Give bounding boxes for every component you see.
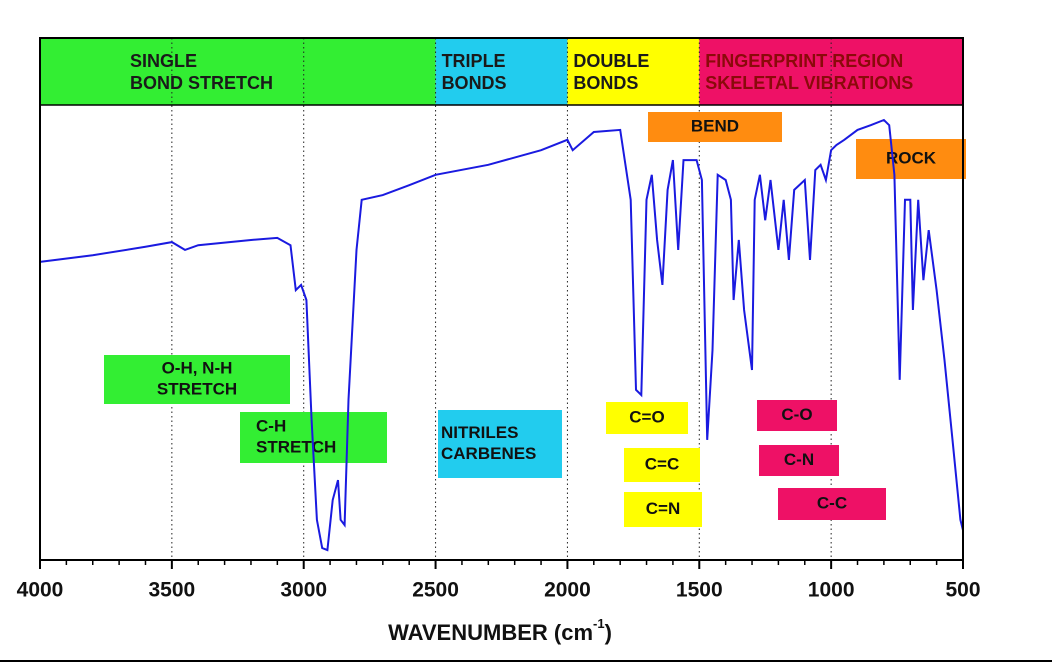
annotation-box bbox=[606, 402, 688, 434]
x-axis-label-sup: -1 bbox=[593, 616, 605, 631]
region-band bbox=[40, 38, 436, 105]
annotation-label: O-H, N-H bbox=[162, 358, 233, 377]
region-label: BONDS bbox=[442, 73, 507, 93]
x-axis-label-text: WAVENUMBER (cm bbox=[388, 620, 593, 645]
region-band bbox=[435, 38, 568, 105]
annotation-box bbox=[104, 355, 290, 404]
region-label: SINGLE bbox=[130, 51, 197, 71]
x-tick-label: 500 bbox=[945, 579, 980, 602]
x-axis-label-end: ) bbox=[605, 620, 612, 645]
annotation-label: CARBENES bbox=[441, 444, 536, 463]
region-label: DOUBLE bbox=[573, 51, 649, 71]
spectrum-line bbox=[39, 118, 964, 552]
annotation-label: C-N bbox=[784, 450, 814, 469]
x-tick-label: 3000 bbox=[280, 579, 327, 602]
annotation-box bbox=[856, 139, 966, 179]
region-label: TRIPLE bbox=[442, 51, 506, 71]
annotation-label: STRETCH bbox=[157, 379, 237, 398]
annotation-label: C=N bbox=[646, 499, 680, 518]
region-label: BONDS bbox=[573, 73, 638, 93]
annotation-label: C-C bbox=[817, 493, 847, 512]
annotation-box bbox=[624, 492, 702, 527]
region-label: FINGERPRINT REGION bbox=[705, 51, 903, 71]
annotation-label: STRETCH bbox=[256, 437, 336, 456]
annotation-label: C=O bbox=[629, 407, 664, 426]
region-label: SKELETAL VIBRATIONS bbox=[705, 73, 913, 93]
annotation-label: ROCK bbox=[886, 148, 937, 167]
region-band bbox=[699, 38, 963, 105]
annotation-label: NITRILES bbox=[441, 423, 518, 442]
x-tick-label: 2000 bbox=[544, 579, 591, 602]
x-tick-label: 3500 bbox=[148, 579, 195, 602]
annotation-label: C=C bbox=[645, 454, 679, 473]
x-tick-label: 2500 bbox=[412, 579, 459, 602]
x-axis-label: WAVENUMBER (cm-1) bbox=[388, 616, 612, 644]
x-tick-label: 1000 bbox=[808, 579, 855, 602]
annotation-box bbox=[438, 410, 562, 478]
x-tick-label: 4000 bbox=[17, 579, 64, 602]
region-band bbox=[567, 38, 700, 105]
plot-frame bbox=[39, 37, 964, 561]
annotation-box bbox=[648, 112, 782, 142]
annotation-box bbox=[757, 400, 837, 431]
x-tick-label: 1500 bbox=[676, 579, 723, 602]
region-label: BOND STRETCH bbox=[130, 73, 273, 93]
annotation-label: BEND bbox=[691, 116, 739, 135]
annotation-box bbox=[778, 488, 886, 520]
annotation-label: C-O bbox=[781, 405, 812, 424]
annotation-box bbox=[624, 448, 700, 482]
annotation-box bbox=[759, 445, 839, 476]
annotation-label: C-H bbox=[256, 416, 286, 435]
